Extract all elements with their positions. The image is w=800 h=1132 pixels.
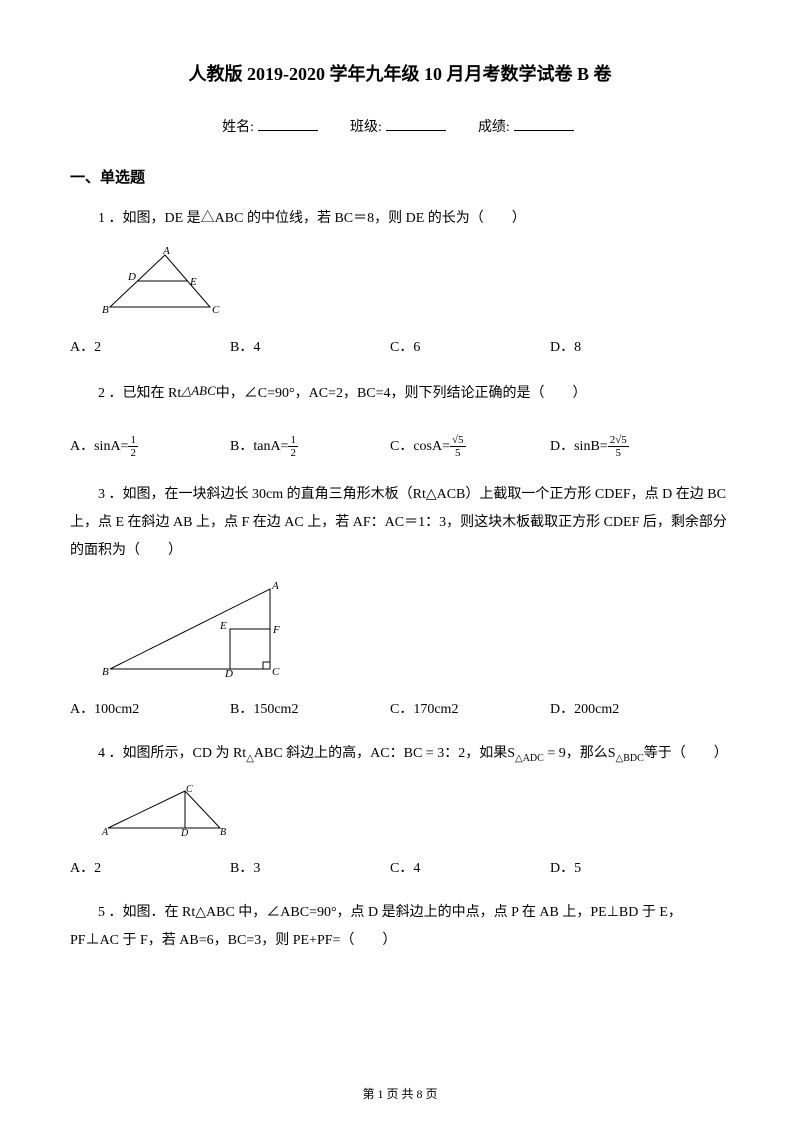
q4-tri: △ <box>246 753 254 764</box>
q4-s-bdc-sub: △BDC <box>616 753 644 764</box>
q4-prefix: 4 ．如图所示， <box>98 746 193 761</box>
q2C-den: 5 <box>450 447 466 459</box>
q4-optA[interactable]: A．2 <box>70 857 230 877</box>
q4-abc: ABC 斜边上的高，AC：BC = 3：2 <box>254 746 465 761</box>
page-title: 人教版 2019-2020 学年九年级 10 月月考数学试卷 B 卷 <box>70 60 730 86</box>
q1-optB[interactable]: B．4 <box>230 336 390 356</box>
q2D-den: 5 <box>608 447 629 459</box>
q2-optD-label: D．sinB= <box>550 439 608 454</box>
q2-optA[interactable]: A．sinA=12 <box>70 434 230 459</box>
q2B-den: 2 <box>288 447 298 459</box>
q4-optD[interactable]: D．5 <box>550 857 710 877</box>
q3-optC[interactable]: C．170cm2 <box>390 698 550 718</box>
q4-mid2: ，那么 <box>566 746 608 761</box>
q4-optB[interactable]: B．3 <box>230 857 390 877</box>
q3-optD[interactable]: D．200cm2 <box>550 698 710 718</box>
section-1-header: 一、单选题 <box>70 166 730 187</box>
q2C-num: √5 <box>450 434 466 447</box>
fig3-E: E <box>219 620 227 632</box>
q4-cd: CD 为 Rt <box>193 746 247 761</box>
q3-optB[interactable]: B．150cm2 <box>230 698 390 718</box>
fig1-C: C <box>212 304 220 316</box>
q2-optB-label: B．tanA= <box>230 439 288 454</box>
q2-optC[interactable]: C．cosA=√55 <box>390 434 550 459</box>
q4-s-adc-label: S <box>507 746 515 761</box>
class-blank[interactable] <box>386 130 446 131</box>
q2B-num: 1 <box>288 434 298 447</box>
q2-optC-label: C．cosA= <box>390 439 450 454</box>
fig3-B: B <box>102 666 109 678</box>
q2A-num: 1 <box>128 434 138 447</box>
name-blank[interactable] <box>258 130 318 131</box>
q4-eq9: = 9 <box>544 746 566 761</box>
score-label: 成绩: <box>478 120 510 135</box>
q4-suffix: 等于（ ） <box>644 746 728 761</box>
q1-options: A．2 B．4 C．6 D．8 <box>70 336 730 356</box>
score-blank[interactable] <box>514 130 574 131</box>
question-4: 4 ．如图所示，CD 为 Rt△ABC 斜边上的高，AC：BC = 3：2，如果… <box>70 740 730 769</box>
figure-q4: A B C D <box>100 783 730 843</box>
q4-s-bdc-label: S <box>608 746 616 761</box>
q1-optA[interactable]: A．2 <box>70 336 230 356</box>
fig4-A: A <box>101 827 109 838</box>
q2-options: A．sinA=12 B．tanA=12 C．cosA=√55 D．sinB=2√… <box>70 422 730 459</box>
fig1-D: D <box>127 271 136 283</box>
class-label: 班级: <box>350 120 382 135</box>
fig3-C: C <box>272 666 280 678</box>
fig4-D: D <box>180 828 189 838</box>
info-line: 姓名: 班级: 成绩: <box>70 116 730 136</box>
q2D-num: 2√5 <box>608 434 629 447</box>
question-3: 3 ．如图，在一块斜边长 30cm 的直角三角形木板（Rt△ACB）上截取一个正… <box>70 481 730 565</box>
fig1-A: A <box>162 247 170 257</box>
page-footer: 第 1 页 共 8 页 <box>0 1085 800 1102</box>
q2-optA-label: A．sinA= <box>70 439 128 454</box>
q2-mid: 中，∠C=90°，AC=2，BC=4，则下列结论正确的是（ ） <box>216 386 587 401</box>
q2-prefix: 2 ．已知在 Rt <box>98 386 181 401</box>
q4-s-adc-sub: △ADC <box>515 753 544 764</box>
q1-optD[interactable]: D．8 <box>550 336 710 356</box>
fig4-C: C <box>186 784 193 795</box>
fig1-E: E <box>189 276 197 288</box>
q2-triangle: △ABC <box>181 383 216 398</box>
question-1: 1 ．如图，DE 是△ABC 的中位线，若 BC＝8，则 DE 的长为（ ） <box>70 205 730 233</box>
q4-options: A．2 B．3 C．4 D．5 <box>70 857 730 877</box>
fig4-B: B <box>220 827 226 838</box>
q2A-den: 2 <box>128 447 138 459</box>
figure-q1: A B C D E <box>100 247 730 322</box>
name-label: 姓名: <box>222 120 254 135</box>
fig3-F: F <box>272 624 280 636</box>
figure-q3: A B C D E F <box>100 579 730 684</box>
fig3-D: D <box>224 668 233 679</box>
q3-optA[interactable]: A．100cm2 <box>70 698 230 718</box>
q4-mid1: ，如果 <box>465 746 507 761</box>
q2-optD[interactable]: D．sinB=2√55 <box>550 422 710 459</box>
q4-optC[interactable]: C．4 <box>390 857 550 877</box>
question-5: 5 ．如图．在 Rt△ABC 中，∠ABC=90°，点 D 是斜边上的中点，点 … <box>70 899 730 955</box>
q2-optB[interactable]: B．tanA=12 <box>230 434 390 459</box>
question-2: 2 ．已知在 Rt△ABC中，∠C=90°，AC=2，BC=4，则下列结论正确的… <box>70 378 730 408</box>
q1-optC[interactable]: C．6 <box>390 336 550 356</box>
fig3-A: A <box>271 580 279 592</box>
q3-options: A．100cm2 B．150cm2 C．170cm2 D．200cm2 <box>70 698 730 718</box>
fig1-B: B <box>102 304 109 316</box>
